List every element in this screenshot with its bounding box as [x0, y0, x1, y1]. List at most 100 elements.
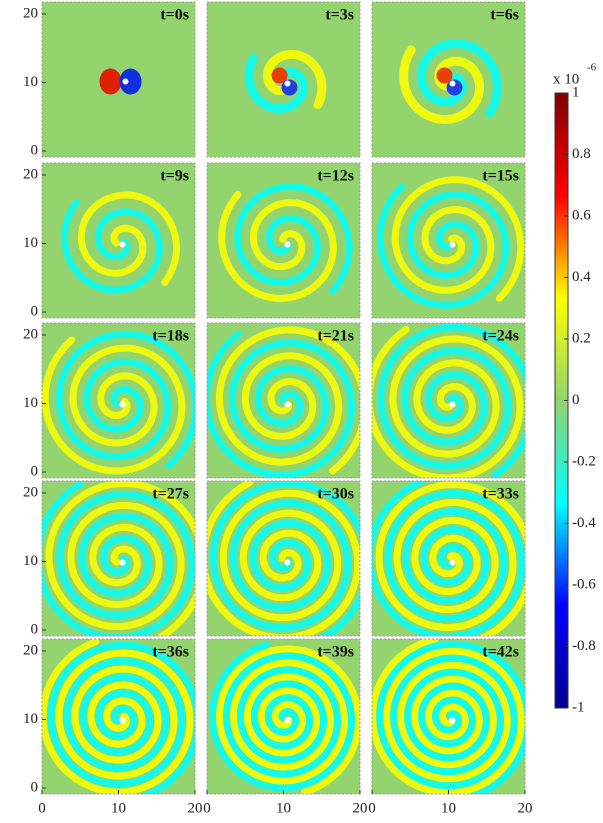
- panel-frame: [41, 322, 196, 479]
- colorbar-tick-label: -1: [572, 699, 585, 715]
- y-tick-label: 10: [23, 711, 38, 727]
- panel: [42, 163, 195, 318]
- colorbar-tick-label: -0.8: [572, 638, 596, 654]
- y-tick-label: 20: [23, 326, 38, 342]
- y-tick-label: 10: [23, 553, 38, 569]
- x-tick-label: 20: [518, 800, 533, 816]
- spiral-negative: [55, 330, 195, 469]
- y-tick-label: 0: [31, 142, 39, 158]
- panel-label: t=15s: [482, 168, 519, 185]
- y-tick-label: 20: [23, 166, 38, 182]
- spiral-positive: [372, 639, 525, 794]
- panel-frame: [41, 1, 196, 158]
- panel-frame: [371, 1, 526, 158]
- panel-label: t=39s: [317, 644, 354, 661]
- y-tick-label: 0: [31, 463, 39, 479]
- spiral-negative: [376, 183, 510, 309]
- colorbar-tick-label: -0.2: [572, 453, 596, 469]
- core-pos: [271, 67, 288, 84]
- colorbar-tick-label: -0.4: [572, 515, 596, 531]
- x-tick-label: 10: [276, 800, 291, 816]
- panel: [207, 163, 360, 318]
- panel-label: t=0s: [160, 7, 189, 24]
- core: [119, 401, 126, 408]
- core: [284, 717, 291, 724]
- x-tick-label: 20: [353, 800, 368, 816]
- panel-frame: [206, 162, 361, 319]
- spiral-negative: [376, 640, 525, 794]
- core: [449, 401, 456, 408]
- y-tick-label: 0: [31, 621, 39, 637]
- spiral-negative: [244, 54, 308, 114]
- core-pos: [436, 67, 453, 84]
- core: [284, 80, 291, 87]
- panel-label: t=12s: [317, 168, 354, 185]
- spiral-positive: [215, 326, 360, 475]
- colorbar-scale: x 10: [553, 71, 579, 87]
- panel: [42, 2, 195, 157]
- panel: [372, 163, 525, 318]
- panel-frame: [371, 162, 526, 319]
- colorbar-tick-label: 0.2: [572, 330, 591, 346]
- panel-frame: [206, 480, 361, 637]
- x-tick-label: 20: [188, 800, 203, 816]
- panel-label: t=21s: [317, 328, 354, 345]
- core: [119, 241, 126, 248]
- x-tick-label: 0: [368, 800, 376, 816]
- panel-label: t=9s: [160, 168, 189, 185]
- core: [284, 401, 291, 408]
- spiral-negative: [209, 481, 360, 636]
- panel: [207, 481, 360, 636]
- panel: [207, 323, 360, 478]
- y-tick-label: 20: [23, 484, 38, 500]
- spiral-negative: [60, 199, 164, 294]
- colorbar-tick-label: 0.6: [572, 207, 591, 223]
- colorbar-tick-label: 1: [572, 84, 580, 100]
- colorbar-tick-label: 0.4: [572, 269, 591, 285]
- y-tick-label: 10: [23, 74, 38, 90]
- dipole-neg: [119, 68, 142, 95]
- spiral-negative: [372, 481, 525, 636]
- panel: [207, 639, 360, 794]
- y-tick-label: 0: [31, 779, 39, 795]
- y-tick-label: 20: [23, 642, 38, 658]
- panel: [372, 639, 525, 794]
- panel: [42, 481, 195, 636]
- panel-frame: [41, 480, 196, 637]
- spiral-positive: [42, 639, 194, 794]
- spiral-positive: [263, 49, 327, 109]
- colorbar-exponent: -6: [587, 62, 597, 74]
- spiral-positive: [215, 645, 360, 794]
- core: [449, 559, 456, 566]
- panel-label: t=36s: [152, 644, 189, 661]
- core: [122, 78, 129, 85]
- panel-label: t=18s: [152, 328, 189, 345]
- panel: [372, 2, 525, 157]
- spiral-negative: [234, 183, 353, 295]
- core: [449, 717, 456, 724]
- spiral-positive: [42, 336, 186, 475]
- spiral-negative: [207, 330, 356, 478]
- x-tick-label: 10: [111, 800, 126, 816]
- core: [449, 80, 456, 87]
- panel-label: t=42s: [482, 644, 519, 661]
- spiral-positive: [218, 190, 337, 302]
- core: [119, 559, 126, 566]
- colorbar-tick-label: -0.6: [572, 576, 596, 592]
- panel: [372, 481, 525, 636]
- panel-label: t=30s: [317, 486, 354, 503]
- core: [449, 241, 456, 248]
- spiral-negative: [47, 641, 195, 794]
- panel-label: t=24s: [482, 328, 519, 345]
- y-tick-label: 10: [23, 235, 38, 251]
- spiral-positive: [391, 176, 525, 302]
- x-tick-label: 0: [203, 800, 211, 816]
- core: [284, 559, 291, 566]
- panel-frame: [371, 322, 526, 479]
- spiral-negative: [377, 323, 525, 478]
- spiral-positive: [77, 191, 181, 286]
- panel: [207, 2, 360, 157]
- spiral-positive: [207, 481, 360, 636]
- panel-label: t=33s: [482, 486, 519, 503]
- x-tick-label: 10: [441, 800, 456, 816]
